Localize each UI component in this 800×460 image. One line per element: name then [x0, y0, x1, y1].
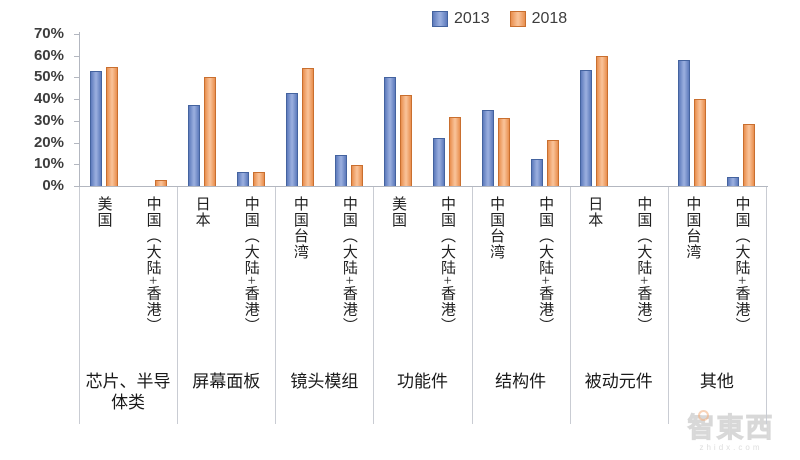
- y-axis-tick-label: 0%: [42, 177, 64, 194]
- bar-2018: [399, 94, 412, 186]
- region-label: 中国（大陆+香港）: [537, 196, 554, 334]
- category-separator: [79, 187, 80, 424]
- group-label: 其他: [699, 372, 734, 391]
- y-axis-tick-label: 10%: [33, 155, 64, 173]
- y-axis-tick-mark: [74, 55, 79, 57]
- bar-2018: [203, 77, 216, 186]
- legend-item-2013: 2013: [432, 10, 490, 28]
- region-label: 中国（大陆+香港）: [242, 196, 259, 334]
- bar-2013: [89, 70, 102, 186]
- y-axis-tick-mark: [74, 186, 79, 187]
- watermark-text: 智東西: [687, 413, 775, 443]
- y-axis-tick-mark: [74, 77, 79, 79]
- group-label: 被动元件: [584, 372, 653, 391]
- bar-2013: [531, 158, 544, 186]
- legend-label-2013: 2013: [454, 10, 490, 27]
- group-label: 镜头模组: [290, 372, 359, 391]
- bar-2018: [743, 124, 756, 186]
- region-label: 中国（大陆+香港）: [144, 196, 161, 334]
- y-axis-tick-mark: [74, 99, 79, 101]
- bar-2013: [580, 69, 593, 186]
- bar-2018: [154, 179, 167, 186]
- region-label: 中国台湾: [488, 196, 505, 260]
- category-separator: [569, 187, 571, 424]
- y-axis-tick-label: 70%: [33, 25, 64, 42]
- bar-2018: [252, 171, 265, 186]
- legend-swatch-2018: [509, 11, 526, 27]
- legend-label-2018: 2018: [531, 10, 568, 27]
- region-label: 日本: [586, 196, 603, 228]
- y-axis-tick-mark: [74, 120, 79, 122]
- y-axis-line: [79, 32, 80, 187]
- bar-2013: [187, 104, 200, 186]
- bar-2013: [334, 154, 347, 186]
- region-label: 中国（大陆+香港）: [340, 196, 357, 334]
- bar-2013: [482, 110, 495, 186]
- y-axis-tick-label: 60%: [33, 46, 64, 64]
- region-label: 美国: [95, 196, 112, 228]
- category-separator: [373, 187, 375, 424]
- y-axis-tick-mark: [74, 142, 79, 144]
- bar-2013: [285, 92, 298, 186]
- bar-2013: [383, 77, 396, 186]
- region-label: 美国: [389, 196, 406, 228]
- group-label: 功能件: [396, 372, 448, 391]
- legend-swatch-2013: [432, 11, 448, 27]
- legend-item-2018: 2018: [509, 10, 568, 28]
- watermark-subtext: zhidx.com: [699, 443, 763, 452]
- category-separator: [275, 187, 277, 424]
- bar-2018: [547, 140, 560, 186]
- bar-2018: [694, 99, 707, 186]
- bar-2013: [433, 138, 446, 186]
- bar-2018: [301, 67, 314, 186]
- y-axis-tick-label: 40%: [33, 90, 64, 108]
- watermark-logo-dot-icon: [698, 410, 709, 421]
- region-label: 日本: [193, 196, 210, 228]
- bar-2013: [727, 177, 740, 186]
- group-label: 芯片、半导体类: [85, 372, 171, 412]
- watermark: 智東西 zhidx.com: [672, 410, 790, 452]
- group-label: 屏幕面板: [192, 372, 261, 391]
- bar-2013: [236, 171, 249, 186]
- category-separator: [177, 187, 179, 424]
- region-label: 中国（大陆+香港）: [439, 196, 456, 334]
- x-axis-line: [79, 186, 768, 187]
- category-separator: [667, 187, 669, 424]
- y-axis-tick-label: 50%: [33, 68, 64, 86]
- category-separator: [766, 187, 767, 424]
- bar-2018: [449, 116, 462, 186]
- region-label: 中国（大陆+香港）: [733, 196, 750, 334]
- y-axis-tick-mark: [74, 164, 79, 166]
- bar-2018: [350, 165, 363, 186]
- region-label: 中国台湾: [291, 196, 308, 260]
- bar-2018: [498, 117, 511, 186]
- bar-2013: [678, 60, 691, 186]
- group-label: 结构件: [495, 372, 547, 391]
- y-axis-tick-label: 30%: [33, 111, 64, 129]
- category-separator: [471, 187, 473, 424]
- chart-legend: 2013 2018: [432, 10, 567, 28]
- region-label: 中国（大陆+香港）: [635, 196, 652, 334]
- y-axis-tick-label: 20%: [33, 133, 64, 151]
- bar-2018: [105, 66, 118, 186]
- region-label: 中国台湾: [684, 196, 701, 260]
- y-axis-tick-mark: [74, 34, 79, 35]
- bar-2018: [596, 55, 609, 186]
